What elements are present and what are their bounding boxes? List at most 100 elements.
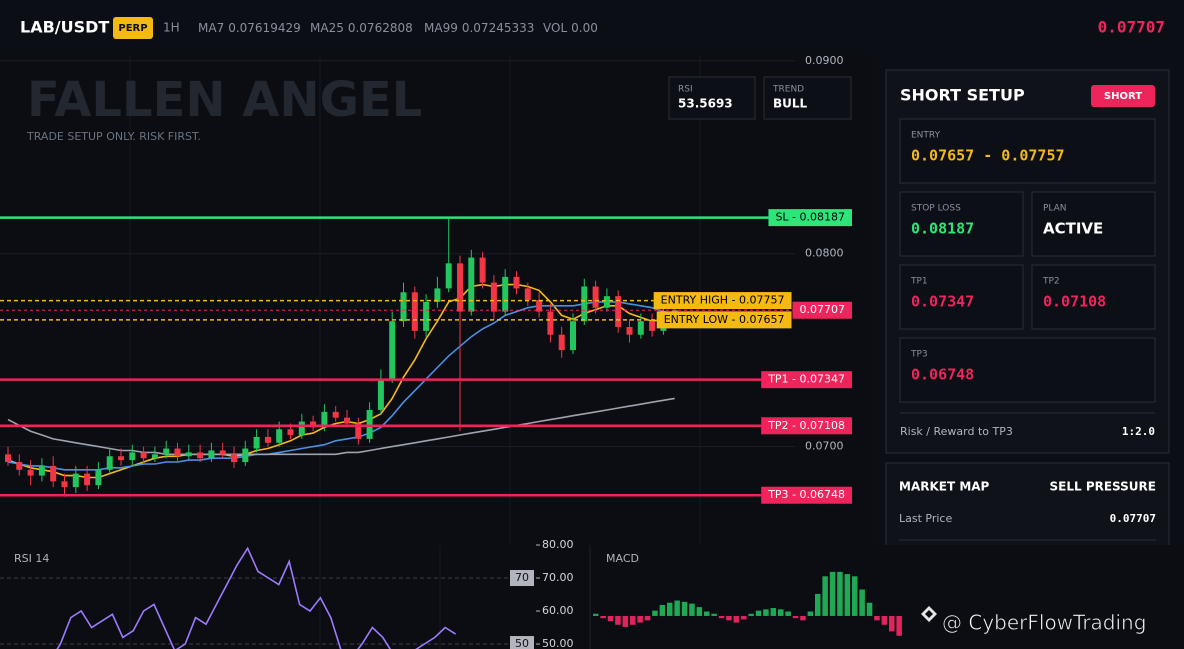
- candle-body: [95, 469, 102, 486]
- histogram-bar: [681, 601, 688, 616]
- indicator: MA7 0.07619429: [198, 21, 301, 35]
- candle-body: [287, 429, 294, 436]
- watermark: @ CyberFlowTrading: [921, 606, 1147, 635]
- tp-box: [899, 264, 1024, 330]
- candle-body: [185, 452, 192, 457]
- candle-body: [558, 334, 565, 351]
- candle-body: [366, 409, 373, 439]
- subtitle: TRADE SETUP ONLY. RISK FIRST.: [26, 130, 201, 143]
- timeframe[interactable]: 1H: [163, 21, 180, 35]
- market-label: Last Price: [899, 512, 952, 525]
- market-status: SELL PRESSURE: [1050, 480, 1156, 494]
- candle-body: [118, 456, 124, 461]
- watermark-text: @ CyberFlowTrading: [942, 611, 1146, 635]
- indicator-name: MA25: [310, 21, 344, 35]
- candle-body: [389, 321, 396, 380]
- rsi-line: [56, 546, 457, 649]
- plan-box: [1031, 191, 1156, 257]
- stop-value: 0.08187: [911, 220, 974, 238]
- candle-body: [400, 292, 407, 322]
- tp-value: 0.07347: [911, 293, 974, 311]
- histogram-bar: [704, 611, 710, 616]
- indicator-value: 0.07245333: [462, 21, 535, 35]
- candle-body: [547, 311, 554, 335]
- histogram-bar: [792, 615, 799, 619]
- histogram-bar: [593, 613, 599, 616]
- stop-label: STOP LOSS: [911, 204, 961, 214]
- histogram-bar: [711, 613, 717, 616]
- histogram-bar: [637, 615, 643, 623]
- stat-box: [668, 76, 756, 120]
- candle-body: [197, 452, 204, 459]
- histogram-bar: [622, 615, 629, 627]
- macd-chart: [593, 571, 902, 636]
- histogram-bar: [718, 615, 725, 619]
- watermark-title: FALLEN ANGEL: [27, 72, 422, 128]
- histogram-bar: [829, 571, 836, 616]
- entry-label: ENTRY: [911, 131, 941, 141]
- level-box: [510, 636, 534, 649]
- candle-body: [479, 257, 486, 283]
- histogram-bar: [807, 611, 814, 616]
- candle-body: [513, 276, 520, 289]
- level-box: [510, 570, 534, 587]
- candle-body: [502, 276, 509, 312]
- histogram-bar: [615, 615, 621, 625]
- level-label-bg: [761, 371, 852, 389]
- short-badge[interactable]: SHORT: [1104, 91, 1142, 102]
- y-tick-label: 80.00: [542, 538, 574, 551]
- level-label: TP1 - 0.07347: [767, 373, 845, 386]
- ma-line: [7, 397, 675, 456]
- market-title: MARKET MAP: [899, 480, 990, 494]
- stat-box: [763, 76, 852, 120]
- histogram-bar: [785, 611, 791, 616]
- level-label-bg: [656, 311, 792, 329]
- indicator: VOL 0.00: [543, 21, 598, 35]
- level-label-bg: [761, 486, 852, 504]
- candle-body: [592, 286, 599, 308]
- level-label: SL - 0.08187: [775, 211, 845, 224]
- indicator-pane: [0, 545, 1184, 649]
- histogram-bar: [652, 610, 658, 616]
- level-label: 70: [515, 571, 529, 584]
- histogram-bar: [852, 576, 858, 616]
- candle-body: [434, 288, 441, 302]
- entry-box: [899, 118, 1156, 184]
- histogram-bar: [815, 593, 821, 616]
- market-value: 0.07707: [1110, 512, 1156, 525]
- candle-body: [38, 465, 45, 476]
- tp-box: [1031, 264, 1156, 330]
- histogram-bar: [674, 600, 680, 616]
- indicator-name: MA7: [198, 21, 224, 35]
- candle-body: [5, 454, 11, 463]
- candle-body: [423, 301, 430, 331]
- candle-body: [468, 257, 475, 312]
- candle-body: [276, 429, 283, 443]
- last-price: 0.07707: [1098, 18, 1165, 37]
- level-label-bg: [792, 301, 852, 319]
- candle-body: [637, 321, 644, 335]
- candle-body: [27, 469, 34, 476]
- candle-body: [445, 263, 452, 289]
- histogram-bar: [778, 609, 784, 616]
- level-label: ENTRY HIGH - 0.07757: [661, 294, 785, 307]
- stat-label: TREND: [772, 85, 804, 95]
- candle-body: [219, 450, 226, 455]
- plan-value: ACTIVE: [1043, 220, 1103, 238]
- logo: [921, 606, 937, 622]
- candle-body: [536, 300, 543, 312]
- candle-body: [208, 450, 215, 459]
- candle-body: [50, 465, 57, 482]
- stop-box: [899, 191, 1024, 257]
- histogram-bar: [837, 571, 843, 616]
- histogram-bar: [741, 615, 747, 620]
- histogram-bar: [644, 615, 651, 621]
- indicator-value: 0.0762808: [348, 21, 413, 35]
- price-labels: 0.0900 0.0800 0.0700 0.07707 SL - 0.08187 ENT…: [653, 54, 852, 504]
- candle-body: [615, 296, 622, 328]
- y-tick-label: 70.00: [542, 571, 574, 584]
- candle-body: [242, 448, 249, 463]
- candle-body: [355, 423, 362, 439]
- rsi-labels: 70 50 80.00 70.00 60.00 50.00: [510, 538, 574, 649]
- stat-label: RSI: [678, 85, 693, 95]
